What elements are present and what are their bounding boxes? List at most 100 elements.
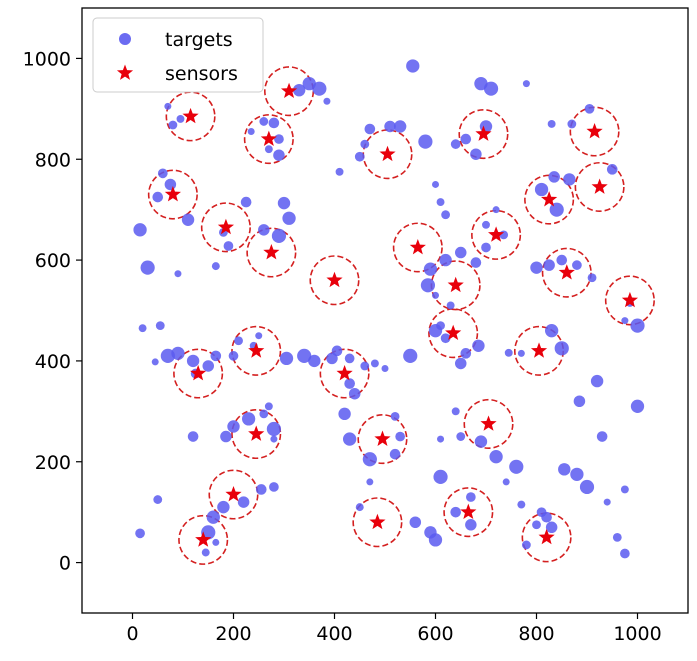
target-point — [228, 351, 239, 361]
target-point — [133, 223, 147, 237]
sensor-range-circle — [231, 325, 282, 376]
sensor-point — [541, 191, 558, 207]
target-point — [420, 278, 436, 293]
sensor-range-circle — [208, 469, 259, 520]
target-point — [517, 500, 526, 509]
target-point — [297, 348, 312, 363]
target-point — [474, 435, 488, 448]
sensor-point — [182, 107, 199, 124]
target-point — [563, 173, 576, 186]
target-point — [210, 350, 222, 362]
target-point — [432, 180, 439, 188]
target-point — [270, 435, 278, 443]
target-point — [541, 511, 552, 523]
target-point — [164, 178, 177, 191]
target-point — [522, 80, 530, 88]
sensor-point — [447, 276, 464, 293]
target-point — [273, 149, 285, 161]
x-tick-label: 1000 — [613, 623, 661, 645]
target-point — [630, 399, 645, 413]
target-point — [549, 202, 564, 217]
target-point — [201, 548, 210, 557]
target-point — [264, 402, 273, 411]
target-point — [259, 117, 269, 126]
target-point — [450, 139, 461, 149]
target-point — [362, 452, 377, 467]
target-point — [630, 318, 645, 333]
target-point — [282, 211, 296, 225]
target-point — [258, 224, 270, 236]
target-point — [395, 431, 405, 442]
target-point — [470, 148, 482, 160]
target-point — [323, 97, 331, 105]
target-point — [364, 123, 376, 135]
axes-frame — [81, 7, 689, 614]
sensor-range-circle — [243, 114, 294, 165]
sensor-point — [190, 365, 207, 381]
x-axis: 0 200 400 600 800 1000 — [126, 613, 662, 645]
target-point — [344, 353, 355, 364]
sensor-range-circle — [574, 161, 625, 213]
target-point — [220, 430, 232, 443]
sensor-range-circle — [458, 109, 509, 160]
target-point — [489, 450, 503, 464]
target-point — [206, 510, 220, 524]
sensor-point — [217, 218, 235, 235]
target-point — [335, 167, 344, 176]
y-tick-label: 200 — [35, 452, 71, 474]
target-point — [240, 196, 252, 208]
y-tick-label: 0 — [59, 553, 71, 575]
target-point — [153, 495, 163, 504]
target-point — [579, 479, 595, 495]
legend: targets sensors — [92, 17, 264, 93]
y-tick-label: 1000 — [23, 48, 71, 70]
target-point — [247, 128, 255, 136]
target-point — [460, 133, 472, 145]
sensor-point — [530, 342, 548, 358]
target-point — [155, 321, 165, 331]
sensor-point — [248, 425, 265, 441]
target-point — [344, 378, 355, 389]
target-point — [152, 191, 164, 203]
sensor-range-circle — [352, 497, 403, 548]
target-point — [187, 431, 199, 442]
target-point — [534, 182, 549, 197]
target-point — [211, 262, 220, 271]
target-point — [532, 520, 541, 530]
target-point — [389, 448, 401, 460]
target-point — [543, 259, 555, 271]
sensor-point — [326, 271, 343, 288]
target-point — [135, 528, 145, 539]
target-point — [338, 407, 351, 421]
target-point — [451, 407, 460, 416]
sensors-layer — [164, 82, 639, 547]
target-point — [483, 81, 499, 96]
target-point — [554, 341, 569, 356]
target-point — [433, 469, 448, 484]
sensor-point — [280, 82, 298, 99]
target-point — [384, 120, 396, 133]
target-point — [492, 206, 500, 214]
sensor-point — [488, 226, 505, 242]
target-point — [423, 262, 438, 276]
target-point — [223, 241, 234, 251]
target-point — [545, 324, 559, 338]
y-tick-label: 600 — [35, 250, 71, 272]
sensor-point — [558, 264, 575, 280]
target-point — [481, 242, 491, 253]
sensor-range-circle — [246, 227, 297, 278]
target-point — [176, 114, 185, 123]
target-point — [603, 498, 611, 506]
target-point — [502, 478, 510, 486]
target-point — [455, 246, 467, 259]
target-point — [548, 171, 560, 183]
sensor-range-circle — [604, 275, 655, 326]
target-point — [466, 492, 476, 502]
target-point — [274, 134, 284, 144]
target-point — [326, 352, 338, 365]
target-point — [567, 119, 577, 129]
sensor-point — [586, 123, 603, 139]
target-point — [460, 348, 472, 359]
legend-targets-label: targets — [165, 29, 233, 51]
target-point — [355, 503, 364, 512]
